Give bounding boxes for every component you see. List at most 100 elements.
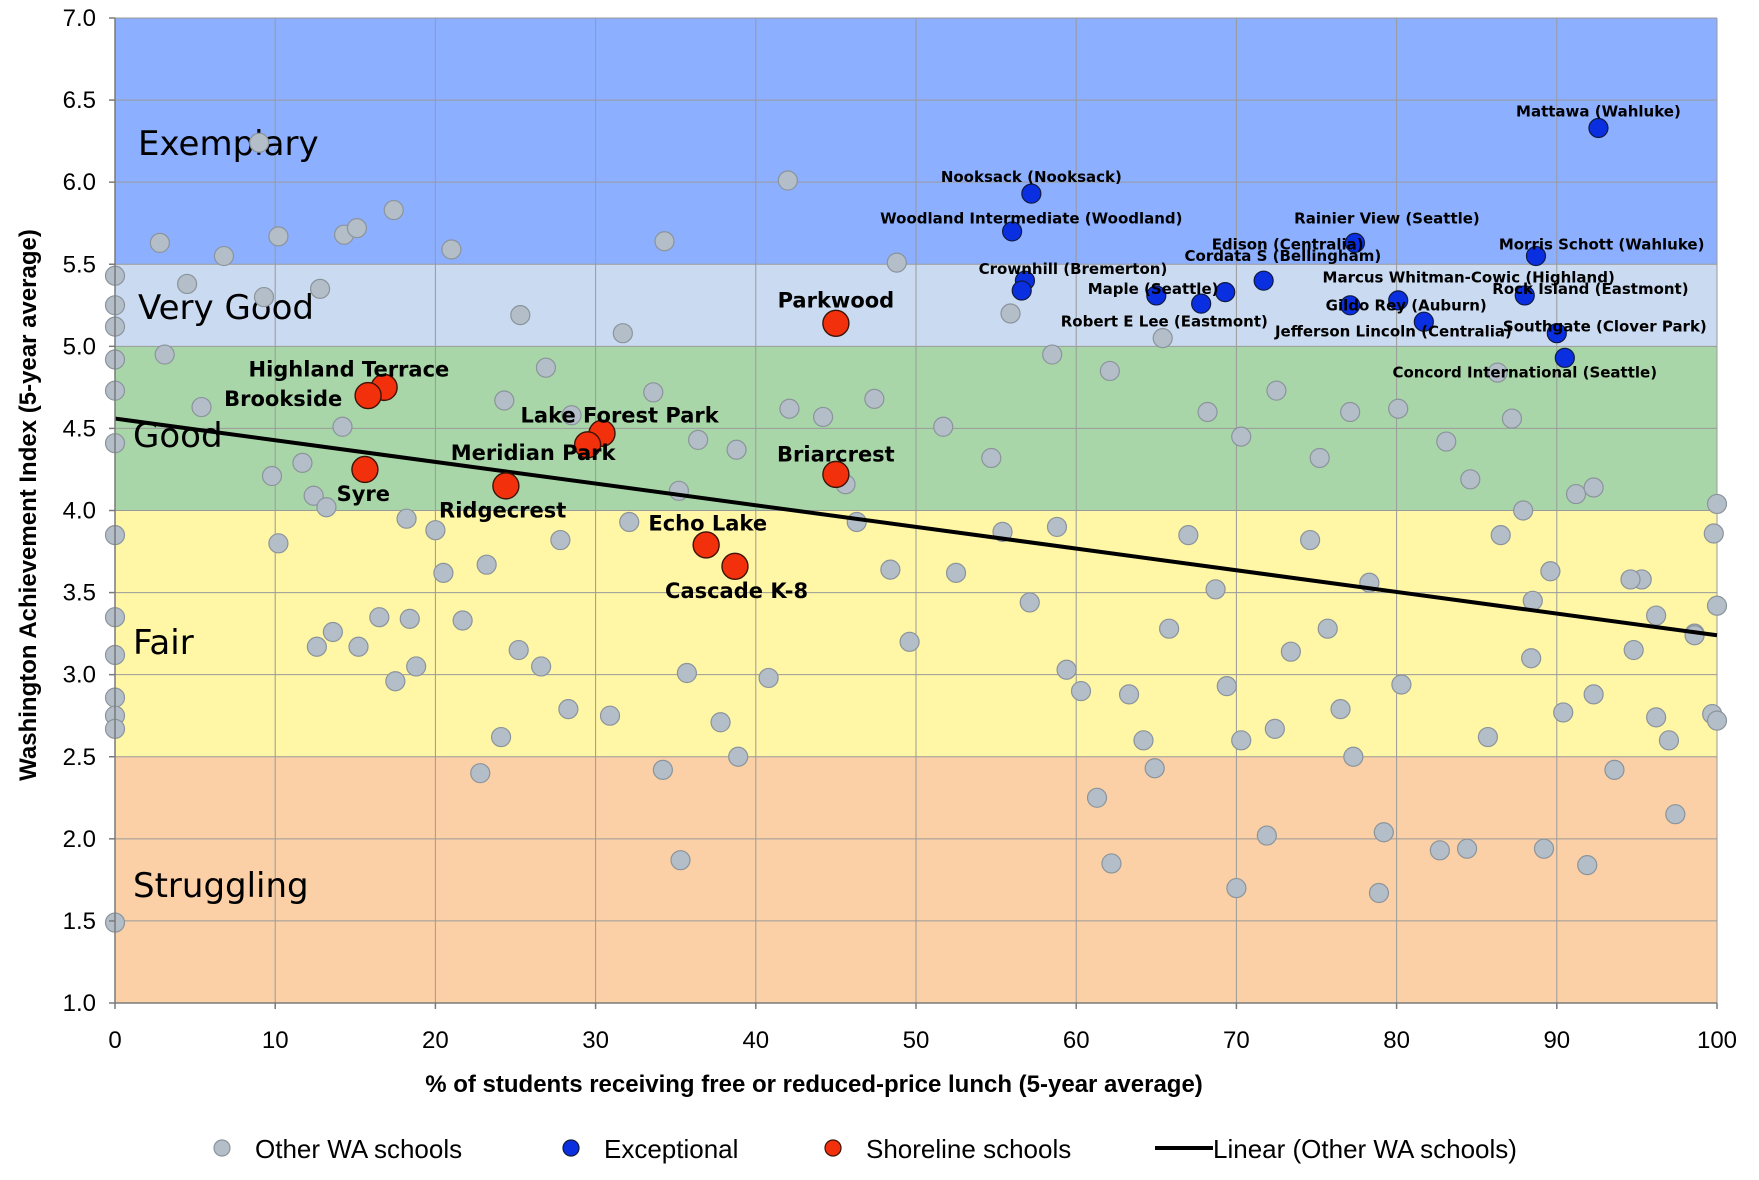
y-tick-label: 1.0: [63, 990, 96, 1017]
legend-label-other: Other WA schools: [255, 1134, 462, 1164]
other-school-point: [268, 226, 289, 247]
x-tick-label: 40: [742, 1027, 769, 1054]
other-school-point: [1330, 699, 1351, 720]
other-school-point: [558, 699, 579, 720]
exceptional-label: Edison (Centralia): [1212, 236, 1364, 254]
y-tick-label: 5.5: [63, 251, 96, 278]
other-school-point: [550, 529, 571, 551]
other-school-point: [1583, 684, 1604, 705]
other-school-point: [346, 218, 368, 239]
exceptional-point: [1514, 285, 1535, 306]
other-school-point: [1553, 702, 1574, 723]
exceptional-points: [1002, 117, 1609, 368]
other-school-point: [322, 621, 343, 643]
legend-marker-exceptional: [562, 1139, 580, 1157]
other-school-point: [1521, 648, 1542, 669]
exceptional-point: [1215, 282, 1236, 303]
exceptional-label: Morris Schott (Wahluke): [1499, 236, 1705, 254]
shoreline-label: Highland Terrace: [249, 357, 450, 381]
other-school-point: [779, 398, 800, 419]
other-school-point: [1197, 401, 1218, 423]
other-school-point: [1706, 493, 1728, 515]
x-tick-label: 100: [1697, 1027, 1737, 1054]
shoreline-label: Briarcrest: [777, 443, 895, 467]
y-axis-title: Washington Achievement Index (5-year ave…: [15, 229, 42, 781]
y-tick-label: 2.0: [63, 826, 96, 853]
y-tick-label: 4.5: [63, 415, 96, 442]
exceptional-point: [1525, 245, 1547, 267]
other-school-point: [1658, 730, 1680, 751]
other-school-point: [332, 416, 353, 437]
other-school-point: [348, 636, 369, 657]
exceptional-label: Nooksack (Nooksack): [941, 168, 1122, 186]
other-school-point: [728, 746, 749, 767]
other-school-point: [676, 662, 698, 684]
other-school-point: [1623, 639, 1644, 661]
shoreline-label: Echo Lake: [648, 512, 767, 536]
other-school-point: [292, 452, 313, 473]
exceptional-point: [1021, 183, 1042, 204]
other-school-point: [510, 305, 531, 326]
other-school-point: [476, 554, 497, 575]
exceptional-label: Rock Island (Eastmont): [1492, 280, 1688, 298]
exceptional-label: Jefferson Lincoln (Centralia): [1274, 323, 1512, 341]
exceptional-point: [1588, 117, 1609, 139]
shoreline-label: Brookside: [224, 387, 342, 411]
shoreline-label: Ridgecrest: [439, 499, 566, 523]
other-school-point: [249, 132, 270, 153]
shoreline-point: [822, 460, 850, 489]
legend-label-shoreline: Shoreline schools: [866, 1134, 1071, 1164]
exceptional-point: [1554, 347, 1575, 368]
other-school-point: [1340, 401, 1361, 423]
y-tick-label: 7.0: [63, 5, 96, 32]
shoreline-point: [692, 531, 720, 559]
shoreline-label: Meridian Park: [451, 441, 617, 465]
y-tick-label: 4.0: [63, 498, 96, 525]
exceptional-point: [1011, 280, 1032, 301]
other-school-point: [1152, 328, 1173, 349]
exceptional-labels: Mattawa (Wahluke) Nooksack (Nooksack) Wood…: [880, 103, 1707, 382]
other-school-point: [213, 245, 235, 267]
other-school-point: [777, 170, 798, 191]
other-school-point: [1456, 838, 1478, 859]
legend-marker-shoreline: [824, 1139, 842, 1157]
exceptional-label: Marcus Whitman-Cowic (Highland): [1323, 268, 1615, 286]
shoreline-point: [822, 309, 850, 338]
other-school-point: [1159, 618, 1180, 639]
other-school-point: [1046, 516, 1068, 538]
other-school-point: [1368, 882, 1390, 904]
y-tick-label: 1.5: [63, 908, 96, 935]
other-school-point: [494, 390, 515, 411]
legend-marker-other: [213, 1139, 231, 1157]
other-school-point: [933, 416, 954, 437]
x-tick-label: 0: [108, 1027, 121, 1054]
other-school-point: [899, 631, 920, 652]
other-school-point: [710, 712, 731, 733]
other-school-point: [385, 671, 406, 692]
band-label-exemplary: Exemplary: [138, 124, 319, 164]
other-school-point: [1226, 877, 1247, 899]
other-school-point: [1042, 344, 1063, 365]
other-school-point: [758, 667, 779, 689]
x-axis-title: % of students receiving free or reduced-…: [425, 1071, 1203, 1098]
other-school-point: [508, 639, 529, 661]
legend: Other WA schools Exceptional Shoreline sch…: [213, 1134, 1517, 1164]
x-tick-label: 70: [1223, 1027, 1250, 1054]
other-school-point: [1070, 680, 1092, 702]
exceptional-label: Cordata S (Bellingham): [1185, 247, 1382, 265]
other-school-point: [441, 239, 462, 260]
other-school-point: [1264, 718, 1285, 739]
exceptional-label: Gildo Rey (Auburn): [1326, 296, 1487, 314]
shoreline-point: [573, 431, 602, 459]
exceptional-label: Maple (Seattle): [1088, 280, 1219, 298]
other-school-point: [1266, 380, 1287, 401]
other-school-point: [176, 273, 198, 295]
band-label-struggling: Struggling: [133, 866, 309, 906]
y-tick-label: 6.0: [63, 169, 96, 196]
other-school-point: [1565, 483, 1587, 505]
other-school-point: [1684, 625, 1705, 646]
other-school-point: [1477, 726, 1499, 748]
other-school-point: [149, 232, 170, 254]
x-tick-label: 60: [1063, 1027, 1090, 1054]
shoreline-point: [351, 455, 379, 484]
